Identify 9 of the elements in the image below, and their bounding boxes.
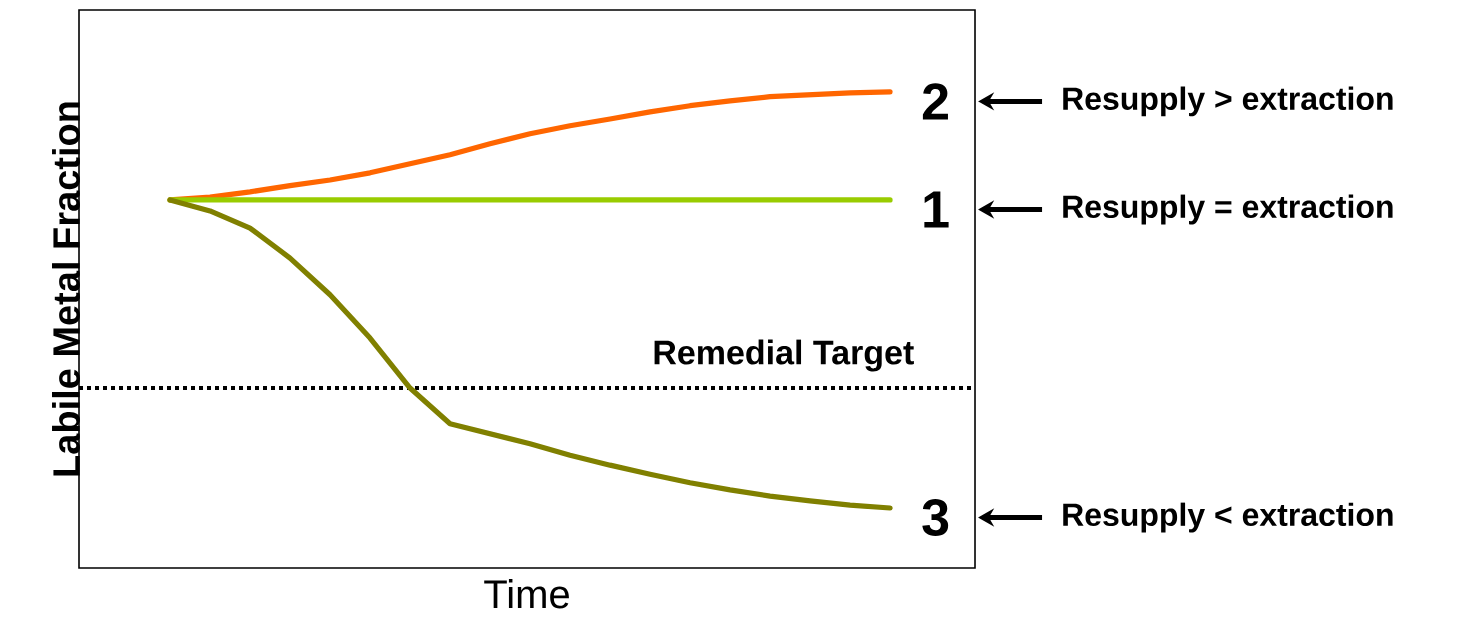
text: 3 xyxy=(922,499,949,536)
text: 1 xyxy=(924,191,949,228)
text: Resupply = extraction xyxy=(1063,194,1393,225)
x-axis-title: Time xyxy=(484,579,569,609)
text: Resupply > extraction xyxy=(1063,86,1393,117)
text: Resupply < extraction xyxy=(1063,502,1393,533)
text: 2 xyxy=(922,83,948,120)
ref-line-label: Remedial Target xyxy=(654,339,914,372)
y-axis-title: Labile Metal Fraction xyxy=(52,102,80,476)
